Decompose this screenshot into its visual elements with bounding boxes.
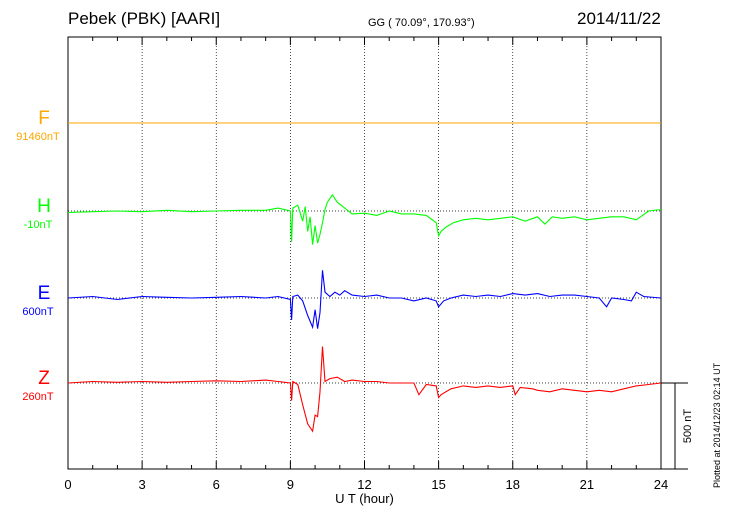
x-tick-label-15: 15 — [431, 477, 445, 492]
series-line-e — [67, 270, 662, 330]
x-tick-label-3: 3 — [139, 477, 146, 492]
x-tick-label-12: 12 — [357, 477, 371, 492]
baseline-value-h: -10nT — [24, 219, 53, 231]
scale-bar-label: 500 nT — [682, 409, 694, 444]
x-tick-label-24: 24 — [654, 477, 668, 492]
baseline-value-z: 260nT — [22, 391, 53, 403]
channel-label-h: H — [37, 196, 51, 217]
channel-label-f: F — [38, 108, 50, 129]
plotted-timestamp: Plotted at 2014/12/23 02:14 UT — [712, 362, 722, 488]
x-tick-label-0: 0 — [64, 477, 71, 492]
x-tick-label-18: 18 — [506, 477, 520, 492]
station-title: Pebek (PBK) [AARI] — [68, 9, 221, 28]
channel-label-e: E — [38, 283, 51, 304]
x-tick-label-6: 6 — [213, 477, 220, 492]
series-line-z — [67, 346, 662, 433]
x-axis-label: U T (hour) — [335, 491, 394, 506]
geographic-coordinates: GG ( 70.09°, 170.93°) — [368, 17, 475, 29]
x-tick-label-21: 21 — [580, 477, 594, 492]
channel-label-z: Z — [38, 368, 50, 389]
plot-date: 2014/11/22 — [577, 9, 661, 28]
baseline-value-e: 600nT — [22, 306, 53, 318]
baseline-value-f: 91460nT — [16, 131, 60, 143]
x-tick-label-9: 9 — [287, 477, 294, 492]
series-line-h — [67, 193, 662, 245]
